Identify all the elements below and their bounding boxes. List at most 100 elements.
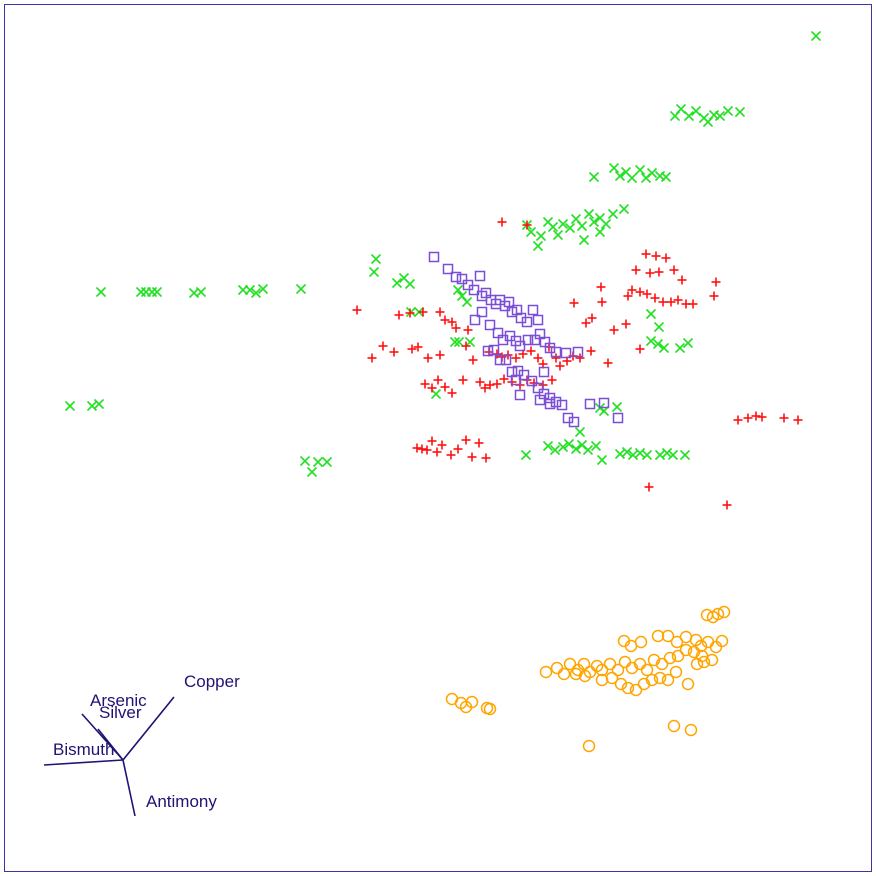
data-point-x (557, 441, 569, 453)
data-point-plus (793, 415, 803, 425)
data-point-plus (420, 379, 430, 389)
data-point-square (521, 316, 533, 328)
data-point-x (674, 342, 686, 354)
data-point-x (600, 218, 612, 230)
data-point-plus (352, 305, 362, 315)
data-point-circle (640, 663, 654, 677)
data-point-plus (499, 374, 509, 384)
silver-vector (81, 713, 124, 761)
data-point-square (526, 375, 538, 387)
copper-vector (122, 696, 175, 761)
data-point-circle (625, 661, 639, 675)
data-point-circle (603, 657, 617, 671)
data-point-square (503, 296, 515, 308)
data-point-circle (663, 651, 677, 665)
data-point-x (535, 230, 547, 242)
data-point-plus (526, 346, 536, 356)
data-point-plus (654, 267, 664, 277)
data-point-x (321, 456, 333, 468)
data-point-x (532, 240, 544, 252)
data-point-x (525, 226, 537, 238)
data-point-plus (673, 295, 683, 305)
data-point-plus (446, 450, 456, 460)
data-point-plus (711, 277, 721, 287)
data-point-circle (651, 629, 665, 643)
data-point-square (442, 263, 454, 275)
data-point-x (552, 229, 564, 241)
data-point-plus (645, 268, 655, 278)
data-point-x (368, 266, 380, 278)
data-point-plus (389, 347, 399, 357)
data-point-x (570, 443, 582, 455)
data-point-plus (427, 383, 437, 393)
data-point-plus (596, 282, 606, 292)
data-point-plus (437, 440, 447, 450)
data-point-plus (447, 317, 457, 327)
data-point-plus (586, 346, 596, 356)
data-point-x (660, 171, 672, 183)
data-point-plus (533, 353, 543, 363)
data-point-x (714, 110, 726, 122)
data-point-plus (417, 444, 427, 454)
data-point-plus (743, 413, 753, 423)
data-point-x (596, 454, 608, 466)
data-point-plus (627, 285, 637, 295)
data-point-x (64, 400, 76, 412)
data-point-x (679, 449, 691, 461)
data-point-x (449, 336, 461, 348)
data-point-x (146, 286, 158, 298)
plot-frame (4, 4, 872, 872)
data-point-x (461, 296, 473, 308)
data-point-circle (700, 608, 714, 622)
data-point-plus (642, 289, 652, 299)
data-point-square (468, 284, 480, 296)
data-point-square (550, 346, 562, 358)
data-point-plus (480, 383, 490, 393)
data-point-x (549, 444, 561, 456)
data-point-x (682, 337, 694, 349)
data-point-circle (539, 665, 553, 679)
data-point-circle (582, 739, 596, 753)
data-point-plus (575, 353, 585, 363)
data-point-x (86, 400, 98, 412)
data-point-x (734, 106, 746, 118)
data-point-square (538, 366, 550, 378)
data-point-square (560, 347, 572, 359)
arsenic-label: Arsenic (90, 691, 147, 710)
data-point-plus (435, 307, 445, 317)
data-point-plus (635, 344, 645, 354)
points-layer (64, 30, 822, 753)
data-point-plus (413, 342, 423, 352)
data-point-plus (666, 297, 676, 307)
data-point-square (612, 412, 624, 424)
data-point-x (453, 336, 465, 348)
data-point-square (484, 319, 496, 331)
data-point-x (614, 448, 626, 460)
data-point-circle (669, 665, 683, 679)
data-point-circle (605, 671, 619, 685)
data-point-plus (475, 377, 485, 387)
data-point-plus (458, 375, 468, 385)
data-point-plus (621, 319, 631, 329)
data-point-circle (690, 657, 704, 671)
data-point-plus (522, 220, 532, 230)
data-point-x (370, 253, 382, 265)
data-point-plus (623, 291, 633, 301)
data-point-x (607, 208, 619, 220)
data-point-circle (681, 677, 695, 691)
data-point-plus (474, 438, 484, 448)
data-point-circle (661, 629, 675, 643)
data-point-x (430, 388, 442, 400)
antimony-vector (122, 759, 136, 817)
data-point-square (544, 398, 556, 410)
data-point-x (257, 283, 269, 295)
data-point-circle (705, 653, 719, 667)
data-point-x (520, 449, 532, 461)
copper-label: Copper (184, 672, 240, 691)
data-point-x (645, 335, 657, 347)
data-point-x (244, 284, 256, 296)
data-point-plus (569, 298, 579, 308)
data-point-plus (407, 344, 417, 354)
data-point-plus (485, 380, 495, 390)
data-point-circle (611, 663, 625, 677)
